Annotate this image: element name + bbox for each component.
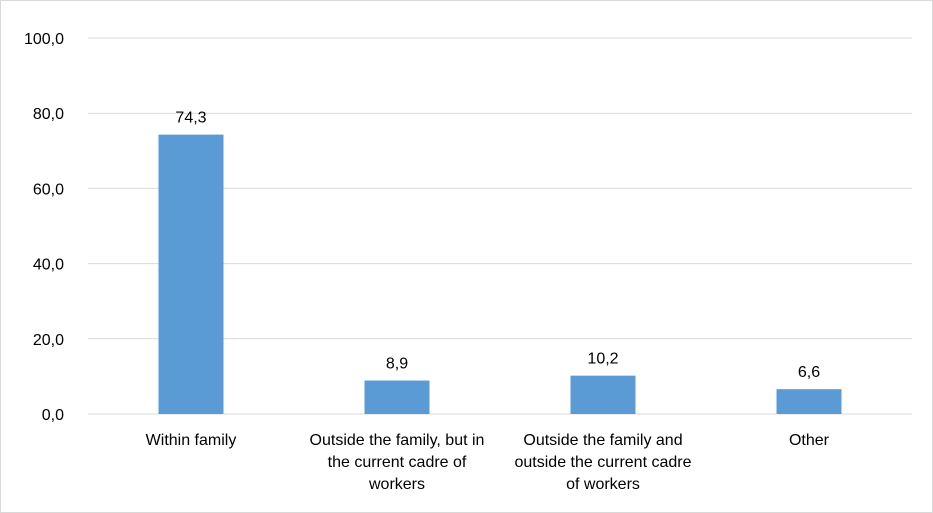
- y-tick-label: 100,0: [24, 31, 64, 48]
- x-category-label: the current cadre of: [328, 454, 467, 471]
- data-label: 6,6: [798, 364, 820, 381]
- data-labels: 74,3 8,9 10,2 6,6: [175, 110, 820, 382]
- gridlines: [88, 37, 912, 415]
- bar: [364, 380, 430, 414]
- data-label: 74,3: [175, 110, 206, 127]
- bar: [776, 389, 842, 414]
- x-category-label: outside the current cadre: [515, 454, 692, 471]
- y-tick-label: 0,0: [42, 407, 64, 424]
- x-category-label: Outside the family, but in: [310, 432, 485, 449]
- bar: [158, 134, 224, 414]
- y-tick-label: 40,0: [33, 257, 64, 274]
- x-category-label: Within family: [146, 432, 237, 449]
- x-category-label: Other: [789, 432, 830, 449]
- x-axis-category-labels: Within family Outside the family, but in t…: [146, 432, 830, 493]
- x-category-label: Outside the family and: [523, 432, 682, 449]
- bar: [570, 375, 636, 414]
- y-tick-label: 60,0: [33, 181, 64, 198]
- data-label: 10,2: [587, 351, 618, 368]
- bars: [158, 134, 842, 414]
- y-axis-tick-labels: 0,0 20,0 40,0 60,0 80,0 100,0: [24, 31, 64, 424]
- y-tick-label: 80,0: [33, 106, 64, 123]
- x-category-label: workers: [368, 476, 425, 493]
- data-label: 8,9: [386, 356, 408, 373]
- y-tick-label: 20,0: [33, 332, 64, 349]
- x-category-label: of workers: [566, 476, 640, 493]
